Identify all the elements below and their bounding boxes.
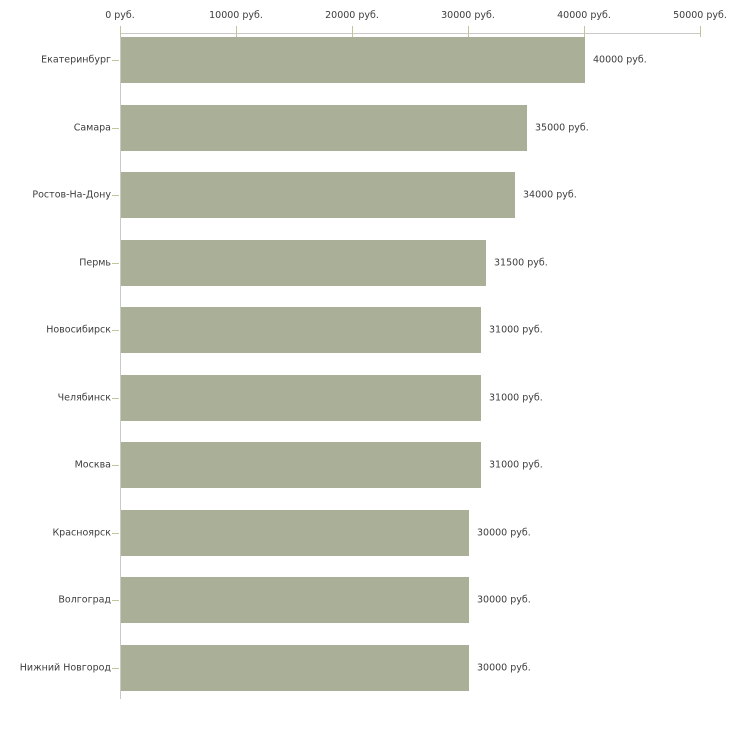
- category-label: Волгоград: [58, 594, 111, 606]
- bar: [121, 172, 515, 219]
- x-axis-tick-mark: [352, 26, 353, 37]
- category-tick-mark: [112, 330, 119, 331]
- bar-value-label: 30000 руб.: [477, 594, 531, 606]
- x-axis-tick-label: 30000 руб.: [441, 10, 495, 21]
- x-axis-tick-mark: [700, 26, 701, 37]
- bar: [121, 577, 469, 624]
- bar-value-label: 34000 руб.: [523, 189, 577, 201]
- y-axis-line: [120, 33, 121, 699]
- bar: [121, 307, 481, 354]
- bar-value-label: 30000 руб.: [477, 527, 531, 539]
- category-label: Красноярск: [52, 527, 111, 539]
- x-axis-tick-label: 40000 руб.: [557, 10, 611, 21]
- x-axis-tick-mark: [236, 26, 237, 37]
- bar-value-label: 31000 руб.: [489, 459, 543, 471]
- bar-value-label: 31000 руб.: [489, 392, 543, 404]
- category-tick-mark: [112, 60, 119, 61]
- x-axis-tick-label: 50000 руб.: [673, 10, 727, 21]
- bar: [121, 509, 469, 556]
- category-tick-mark: [112, 263, 119, 264]
- category-label: Новосибирск: [46, 324, 111, 336]
- bar-value-label: 31000 руб.: [489, 324, 543, 336]
- x-axis-tick-label: 10000 руб.: [209, 10, 263, 21]
- category-label: Нижний Новгород: [19, 662, 111, 674]
- category-label: Челябинск: [57, 392, 111, 404]
- bar-value-label: 35000 руб.: [535, 122, 589, 134]
- bar: [121, 644, 469, 691]
- x-axis-line: [120, 33, 700, 34]
- x-axis-tick-mark: [584, 26, 585, 37]
- bar: [121, 374, 481, 421]
- bar: [121, 104, 527, 151]
- category-label: Ростов-На-Дону: [32, 189, 111, 201]
- bar-value-label: 31500 руб.: [494, 257, 548, 269]
- x-axis-tick-label: 0 руб.: [105, 10, 135, 21]
- x-axis-tick-label: 20000 руб.: [325, 10, 379, 21]
- bar: [121, 37, 585, 83]
- category-tick-mark: [112, 398, 119, 399]
- bar-value-label: 40000 руб.: [593, 54, 647, 66]
- x-axis-tick-mark: [120, 26, 121, 37]
- category-tick-mark: [112, 195, 119, 196]
- bar-value-label: 30000 руб.: [477, 662, 531, 674]
- category-tick-mark: [112, 128, 119, 129]
- bar: [121, 239, 486, 286]
- category-label: Пермь: [79, 257, 111, 269]
- category-tick-mark: [112, 668, 119, 669]
- category-tick-mark: [112, 533, 119, 534]
- category-label: Екатеринбург: [41, 54, 111, 66]
- category-tick-mark: [112, 600, 119, 601]
- category-label: Самара: [73, 122, 111, 134]
- bar: [121, 442, 481, 489]
- category-label: Москва: [74, 459, 111, 471]
- x-axis-tick-mark: [468, 26, 469, 37]
- category-tick-mark: [112, 465, 119, 466]
